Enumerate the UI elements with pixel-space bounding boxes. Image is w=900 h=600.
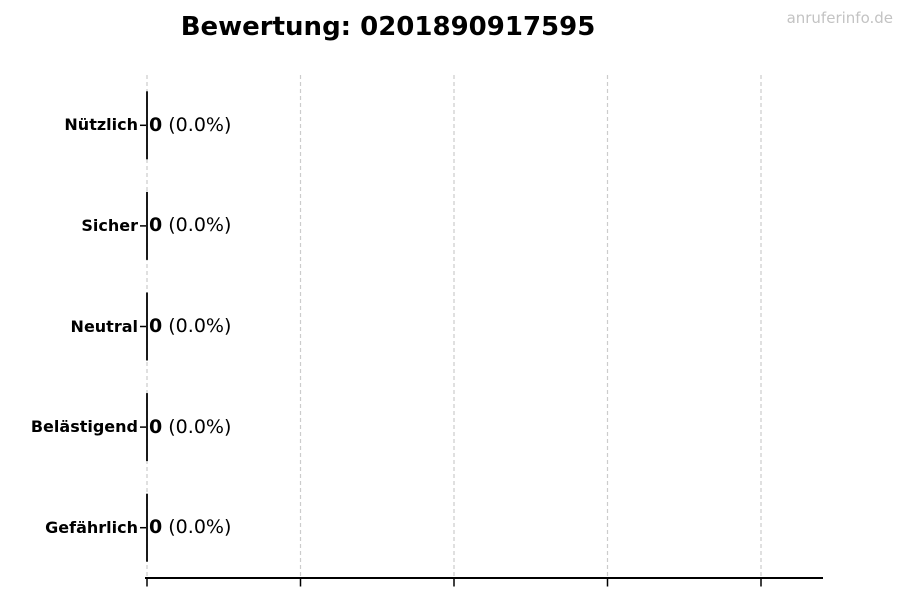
category-label-4: Gefährlich [45, 517, 138, 537]
bar-value-label-4: 0 (0.0%) [149, 514, 231, 540]
bar-count: 0 [149, 214, 163, 237]
vertical-gridlines [146, 75, 762, 578]
bar-percent: (0.0%) [162, 516, 232, 539]
category-label-2: Neutral [70, 316, 138, 336]
bar-value-label-0: 0 (0.0%) [149, 112, 231, 138]
y-axis-ticks [140, 124, 146, 529]
bar-count: 0 [149, 113, 163, 136]
bar-percent: (0.0%) [162, 415, 232, 438]
watermark-text: anruferinfo.de [786, 9, 893, 27]
category-label-3: Belästigend [30, 417, 138, 437]
category-label-1: Sicher [81, 215, 138, 235]
category-label-0: Nützlich [64, 115, 138, 135]
bar-count: 0 [149, 516, 163, 539]
bar-percent: (0.0%) [162, 315, 232, 337]
chart-title: Bewertung: 0201890917595 [180, 12, 596, 42]
bar-count: 0 [149, 315, 163, 337]
bar-value-label-3: 0 (0.0%) [149, 414, 231, 440]
bar-value-label-2: 0 (0.0%) [149, 313, 231, 339]
x-axis-ticks [146, 578, 762, 587]
bar-percent: (0.0%) [162, 214, 232, 237]
bar-count: 0 [149, 415, 163, 438]
bar-value-label-1: 0 (0.0%) [149, 212, 231, 238]
bar-percent: (0.0%) [162, 113, 232, 136]
